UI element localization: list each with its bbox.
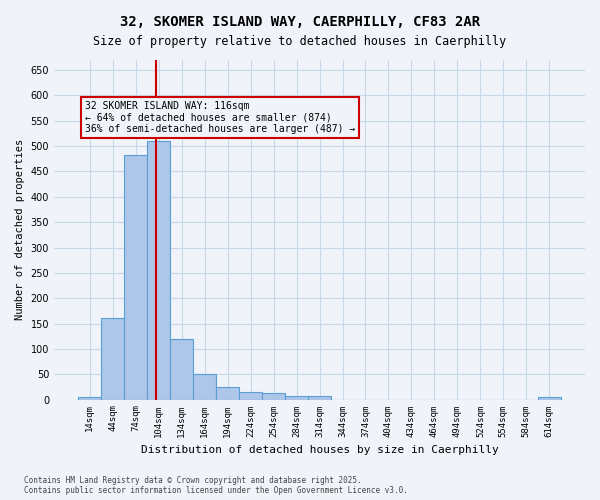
Bar	[147, 141, 170, 400]
X-axis label: Distribution of detached houses by size in Caerphilly: Distribution of detached houses by size …	[140, 445, 499, 455]
Bar	[308, 396, 331, 400]
Text: Contains HM Land Registry data © Crown copyright and database right 2025.
Contai: Contains HM Land Registry data © Crown c…	[24, 476, 408, 495]
Bar	[262, 394, 285, 400]
Bar	[285, 396, 308, 400]
Bar	[239, 392, 262, 400]
Text: Size of property relative to detached houses in Caerphilly: Size of property relative to detached ho…	[94, 35, 506, 48]
Bar	[78, 397, 101, 400]
Bar	[101, 318, 124, 400]
Y-axis label: Number of detached properties: Number of detached properties	[15, 139, 25, 320]
Bar	[124, 155, 147, 400]
Bar	[170, 338, 193, 400]
Text: 32 SKOMER ISLAND WAY: 116sqm
← 64% of detached houses are smaller (874)
36% of s: 32 SKOMER ISLAND WAY: 116sqm ← 64% of de…	[85, 100, 355, 134]
Bar	[538, 397, 561, 400]
Bar	[193, 374, 216, 400]
Bar	[216, 387, 239, 400]
Text: 32, SKOMER ISLAND WAY, CAERPHILLY, CF83 2AR: 32, SKOMER ISLAND WAY, CAERPHILLY, CF83 …	[120, 15, 480, 29]
